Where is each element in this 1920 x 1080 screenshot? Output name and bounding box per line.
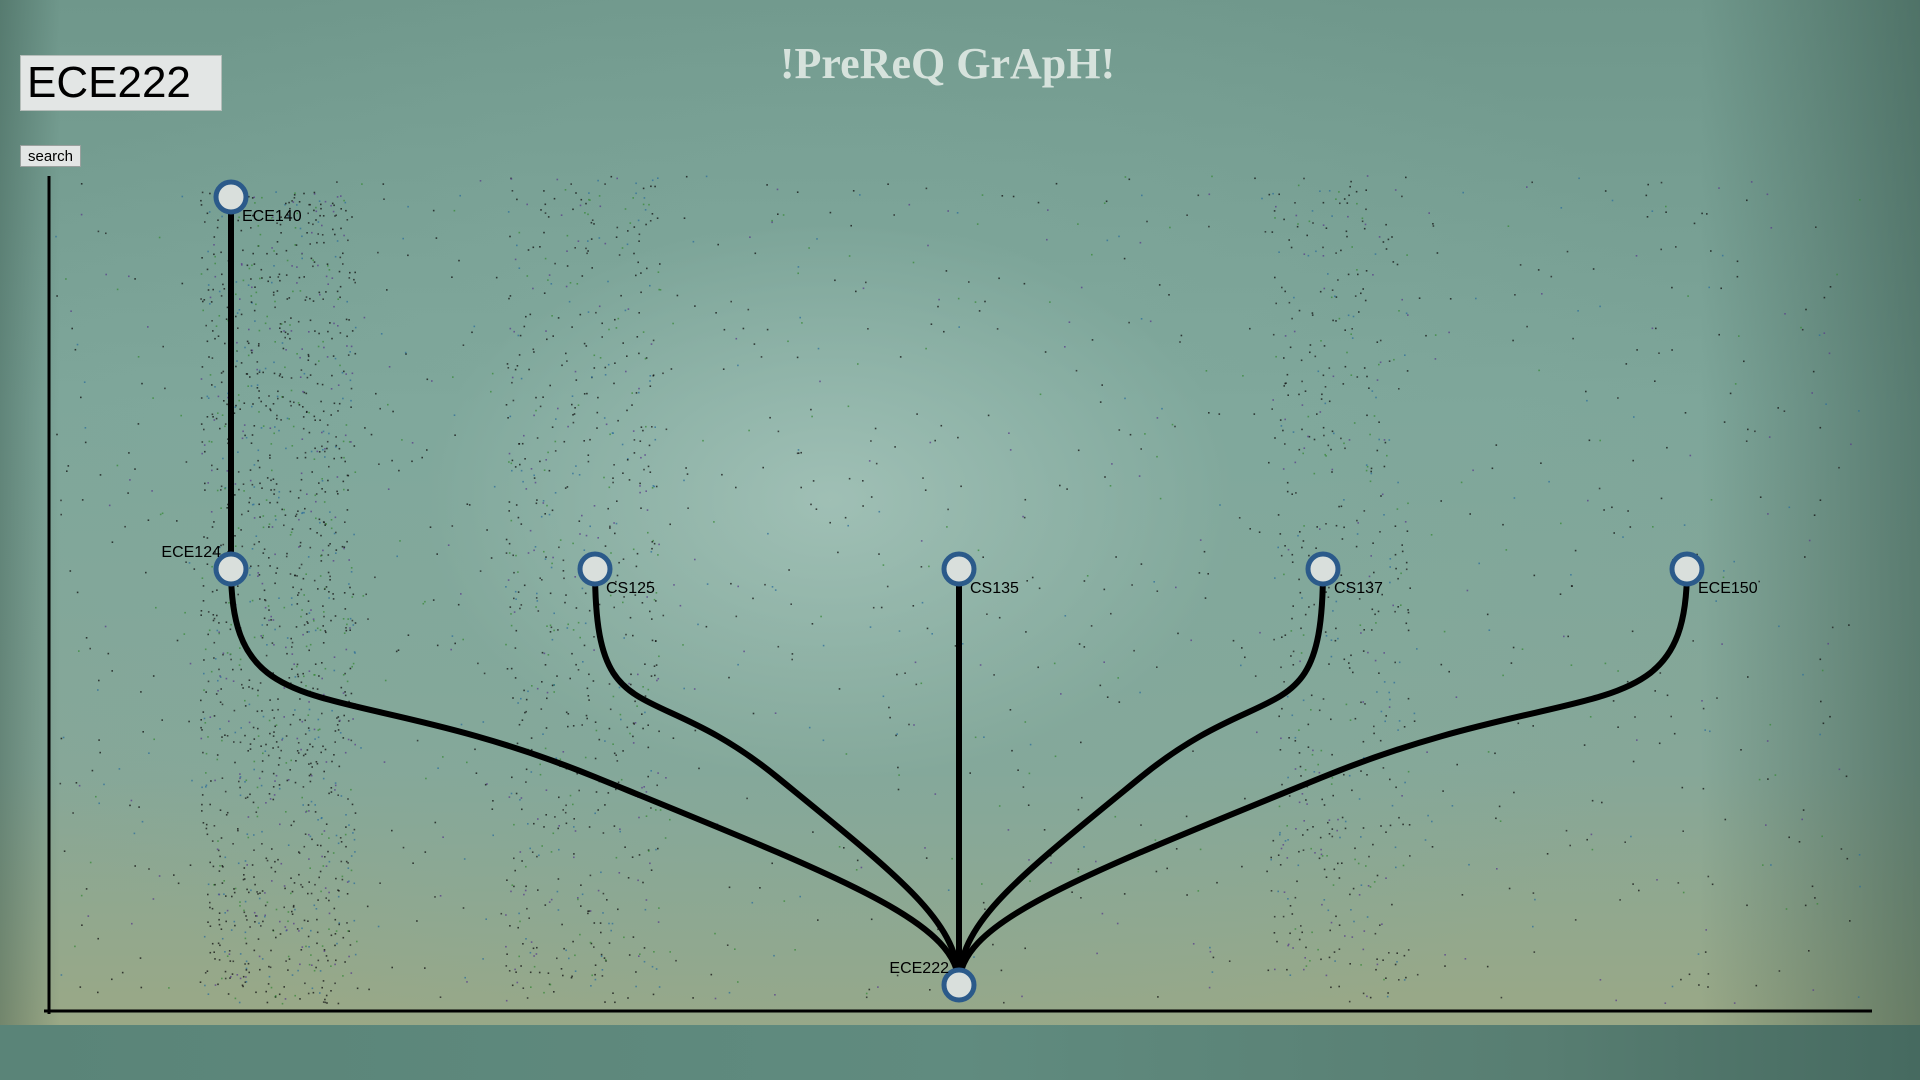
node-ece222[interactable]: ECE222	[889, 960, 977, 1003]
node-circle[interactable]	[941, 967, 977, 1003]
node-circle[interactable]	[213, 179, 249, 215]
node-label: CS135	[970, 580, 1019, 597]
noise-dots	[55, 175, 1861, 1005]
prereq-graph: ECE140 ECE124 CS125 CS135 CS137 ECE150 ECE222	[44, 175, 1872, 1014]
search-button[interactable]: search	[20, 145, 82, 167]
node-label: ECE150	[1698, 580, 1758, 597]
node-label: ECE124	[161, 544, 221, 561]
node-label: CS125	[606, 580, 655, 597]
node-circle[interactable]	[577, 551, 613, 587]
node-circle[interactable]	[941, 551, 977, 587]
background-right-shade	[1700, 0, 1920, 1025]
page-title: !PreReQ GrApH!	[779, 39, 1116, 88]
edge-ece124-to-ece222	[228, 566, 962, 988]
edge-cs125-to-ece222	[592, 566, 962, 988]
node-label: ECE222	[889, 960, 949, 977]
node-ece124[interactable]: ECE124	[161, 544, 249, 587]
course-search-input[interactable]	[20, 55, 222, 111]
edge-ece150-to-ece222	[956, 566, 1690, 988]
edge-cs137-to-ece222	[956, 566, 1326, 988]
node-label: CS137	[1334, 580, 1383, 597]
node-circle[interactable]	[1669, 551, 1705, 587]
node-circle[interactable]	[213, 551, 249, 587]
graph-nodes: ECE140 ECE124 CS125 CS135 CS137 ECE150 ECE222	[161, 179, 1758, 1003]
node-ece140[interactable]: ECE140	[213, 179, 302, 225]
node-cs137[interactable]: CS137	[1305, 551, 1383, 597]
node-cs135[interactable]: CS135	[941, 551, 1019, 597]
graph-axes	[44, 176, 1872, 1014]
node-label: ECE140	[242, 208, 302, 225]
node-ece150[interactable]: ECE150	[1669, 551, 1758, 597]
node-cs125[interactable]: CS125	[577, 551, 655, 597]
graph-edges	[228, 194, 1690, 988]
bottom-band	[0, 1025, 1920, 1080]
node-circle[interactable]	[1305, 551, 1341, 587]
